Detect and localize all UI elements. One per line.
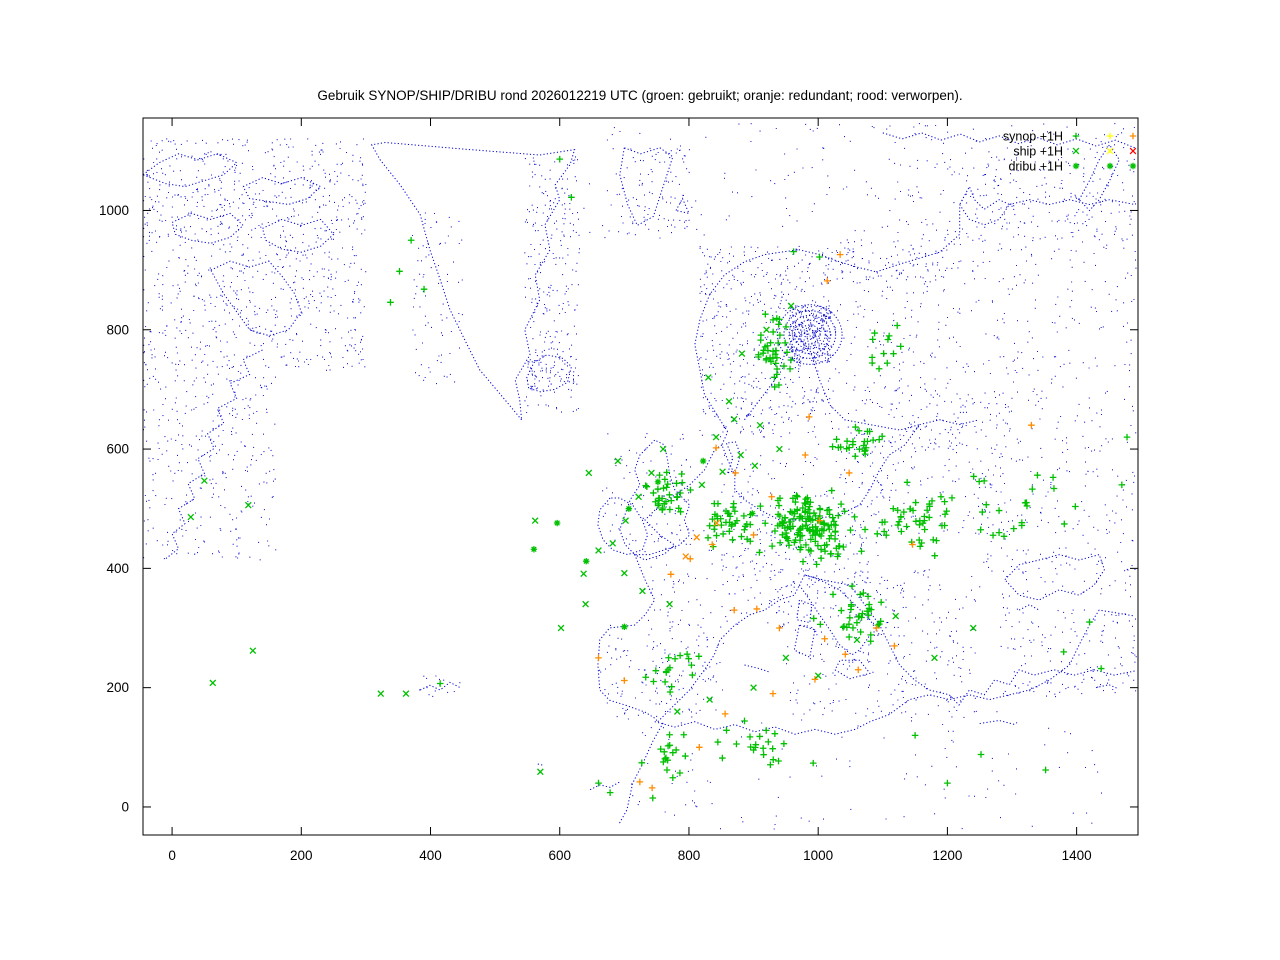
contour-ring: [804, 329, 816, 340]
axis-ticks: 0 200 400 600 800 1000 1200 1400 0 200 400 600 800 10…: [99, 118, 1138, 863]
contour-ring: [783, 310, 837, 359]
y-tick-label: 0: [121, 799, 129, 814]
coastline-layer: [142, 132, 1135, 824]
legend-marker-star-2: [1129, 162, 1137, 170]
contour-ring: [793, 319, 826, 350]
y-tick-label: 600: [106, 442, 129, 457]
legend-marker-cross-0: [1072, 147, 1080, 155]
series-synop-redundant: [595, 251, 1035, 792]
legend-label-plus: synop +1H: [1003, 130, 1063, 144]
legend-marker-star-0: [1072, 162, 1080, 170]
map-speckle-layer: [143, 123, 1137, 830]
series-synop-gebruikt: [387, 155, 1131, 802]
chart-title: Gebruik SYNOP/SHIP/DRIBU rond 2026012219…: [317, 88, 963, 103]
plot-root: 0 200 400 600 800 1000 1200 1400 0 200 400 600 800 10…: [99, 117, 1139, 863]
y-tick-label: 200: [106, 680, 129, 695]
contour-ring: [776, 304, 843, 365]
legend-marker-cross-1: [1106, 147, 1114, 155]
series-ship-gebruikt: [187, 302, 977, 776]
legend-marker-cross-2: [1129, 147, 1137, 155]
x-tick-label: 1200: [932, 848, 962, 863]
legend-marker-star-1: [1106, 162, 1114, 170]
y-tick-label: 400: [106, 561, 129, 576]
x-tick-label: 400: [419, 848, 442, 863]
y-tick-label: 1000: [99, 203, 129, 218]
series-ship-redundant: [682, 519, 721, 560]
x-tick-label: 1400: [1062, 848, 1092, 863]
plot-area: 0 200 400 600 800 1000 1200 1400 0 200 400 600 800 10…: [99, 117, 1139, 863]
x-tick-label: 1000: [803, 848, 833, 863]
legend-label-star: dribu +1H: [1008, 160, 1063, 174]
contour-ring: [788, 314, 831, 355]
contour-rings: [776, 304, 843, 365]
legend-label-cross: ship +1H: [1013, 145, 1063, 159]
legend-marker-plus-0: [1072, 132, 1080, 140]
x-tick-label: 0: [168, 848, 176, 863]
legend-marker-plus-2: [1129, 132, 1137, 140]
plot-frame: [142, 117, 1139, 836]
chart-svg: 0 200 400 600 800 1000 1200 1400 0 200 400 600 800 10…: [99, 117, 1139, 863]
x-tick-label: 600: [548, 848, 571, 863]
y-tick-label: 800: [106, 322, 129, 337]
legend-marker-plus-1: [1106, 132, 1114, 140]
contour-ring: [798, 324, 821, 345]
x-tick-label: 800: [678, 848, 701, 863]
x-tick-label: 200: [290, 848, 313, 863]
series-dribu-gebruikt: [530, 457, 756, 631]
